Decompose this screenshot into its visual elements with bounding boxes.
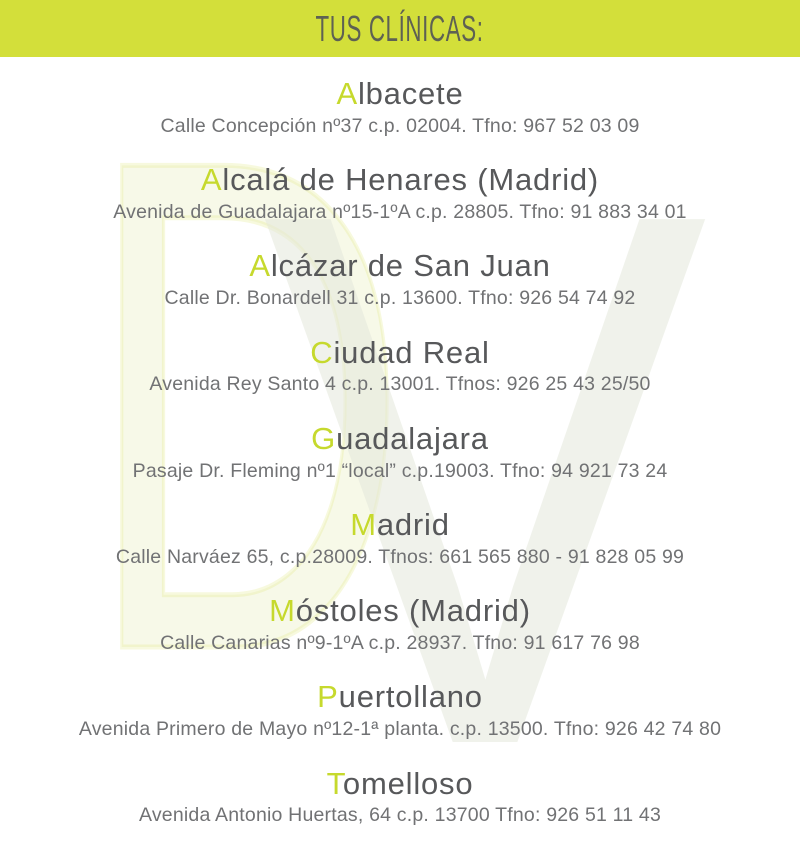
clinic-address: Calle Concepción nº37 c.p. 02004. Tfno: …	[160, 114, 640, 137]
clinic-city-name: Albacete	[0, 76, 800, 111]
clinic-entry: Tomelloso Avenida Antonio Huertas, 64 c.…	[0, 765, 800, 829]
clinic-address: Avenida Primero de Mayo nº12-1ª planta. …	[78, 718, 722, 741]
clinic-address: Pasaje Dr. Fleming nº1 “local” c.p.19003…	[132, 459, 668, 482]
clinic-city-name: Puertollano	[0, 679, 800, 715]
clinic-city-initial: T	[326, 765, 343, 801]
clinic-city-rest: omelloso	[342, 765, 474, 801]
clinic-entry: Albacete Calle Concepción nº37 c.p. 0200…	[0, 76, 800, 139]
clinic-address: Avenida de Guadalajara nº15-1ºA c.p. 288…	[113, 201, 687, 224]
clinic-entry: Madrid Calle Narváez 65, c.p.28009. Tfno…	[0, 507, 800, 570]
header-bar: TUS CLÍNICAS:	[0, 0, 800, 57]
clinic-city-name: Tomelloso	[0, 765, 800, 801]
clinics-list: Albacete Calle Concepción nº37 c.p. 0200…	[0, 57, 800, 829]
clinic-city-initial: A	[200, 162, 223, 198]
page-title: TUS CLÍNICAS:	[315, 7, 485, 49]
clinic-city-initial: M	[350, 507, 377, 543]
clinic-entry: Puertollano Avenida Primero de Mayo nº12…	[0, 679, 800, 742]
clinic-address: Calle Canarias nº9-1ºA c.p. 28937. Tfno:…	[160, 632, 640, 655]
clinic-city-rest: lcázar de San Juan	[270, 248, 551, 284]
clinic-address: Avenida Rey Santo 4 c.p. 13001. Tfnos: 9…	[149, 373, 651, 396]
clinic-city-initial: P	[317, 679, 339, 715]
clinic-city-rest: óstoles (Madrid)	[295, 593, 531, 629]
clinic-city-initial: A	[249, 248, 271, 284]
clinic-city-rest: uadalajara	[336, 420, 489, 456]
clinic-entry: Guadalajara Pasaje Dr. Fleming nº1 “loca…	[0, 420, 800, 484]
clinic-entry: Ciudad Real Avenida Rey Santo 4 c.p. 130…	[0, 334, 800, 398]
clinic-city-name: Alcalá de Henares (Madrid)	[0, 162, 800, 198]
clinic-entry: Alcázar de San Juan Calle Dr. Bonardell …	[0, 248, 800, 311]
clinic-city-name: Madrid	[0, 507, 800, 543]
clinic-address: Calle Dr. Bonardell 31 c.p. 13600. Tfno:…	[164, 287, 636, 310]
clinic-city-rest: iudad Real	[333, 334, 490, 370]
clinic-entry: Alcalá de Henares (Madrid) Avenida de Gu…	[0, 162, 800, 225]
clinic-city-rest: lcalá de Henares (Madrid)	[222, 162, 600, 198]
clinic-address: Avenida Antonio Huertas, 64 c.p. 13700 T…	[138, 804, 662, 827]
clinic-city-initial: A	[336, 76, 358, 111]
clinic-city-name: Guadalajara	[0, 420, 800, 456]
clinic-city-rest: uertollano	[338, 679, 483, 715]
clinic-city-initial: G	[311, 420, 337, 456]
clinic-city-rest: adrid	[376, 507, 450, 543]
clinic-address: Calle Narváez 65, c.p.28009. Tfnos: 661 …	[115, 545, 685, 568]
clinic-city-initial: M	[269, 593, 296, 629]
clinic-city-name: Móstoles (Madrid)	[0, 593, 800, 629]
clinic-city-rest: lbacete	[357, 76, 464, 111]
clinic-city-initial: C	[310, 334, 334, 370]
clinic-entry: Móstoles (Madrid) Calle Canarias nº9-1ºA…	[0, 593, 800, 656]
clinic-city-name: Alcázar de San Juan	[0, 248, 800, 284]
clinic-city-name: Ciudad Real	[0, 334, 800, 370]
